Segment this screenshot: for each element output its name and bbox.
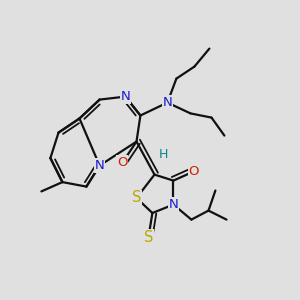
Text: N: N: [121, 90, 130, 103]
Text: O: O: [188, 165, 199, 178]
Text: N: N: [95, 159, 104, 172]
Text: N: N: [169, 198, 178, 211]
Text: S: S: [132, 190, 141, 206]
Text: N: N: [163, 96, 172, 109]
Text: H: H: [159, 148, 168, 161]
Text: S: S: [144, 230, 153, 244]
Text: O: O: [117, 156, 128, 169]
